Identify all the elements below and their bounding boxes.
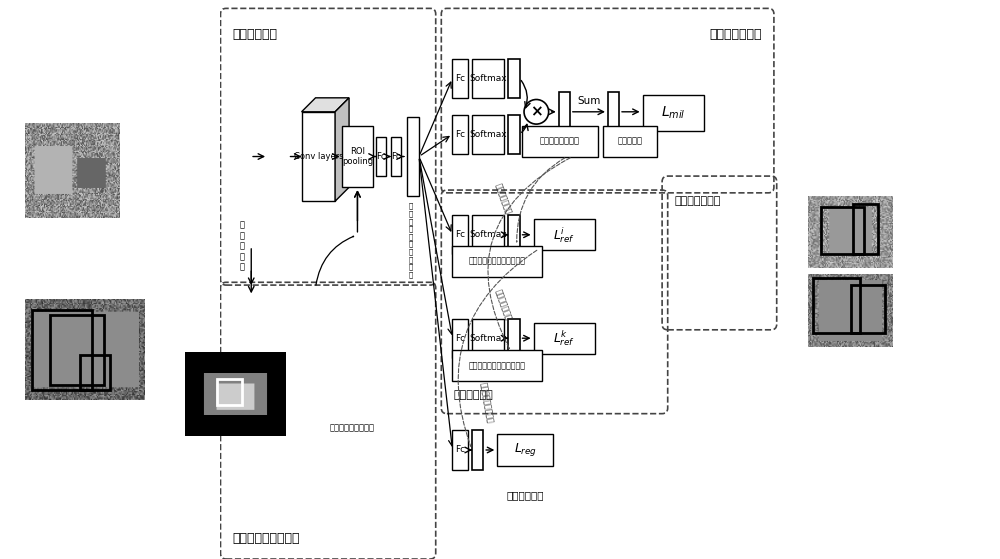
Bar bbox=[80, 355, 110, 390]
Text: $L_{reg}$: $L_{reg}$ bbox=[514, 442, 537, 458]
FancyBboxPatch shape bbox=[497, 434, 553, 466]
Text: Softmax: Softmax bbox=[469, 74, 507, 83]
Text: 弱监督语义分割结果: 弱监督语义分割结果 bbox=[329, 423, 374, 432]
Bar bbox=[851, 286, 885, 333]
FancyBboxPatch shape bbox=[472, 430, 483, 470]
Text: $L^{k}_{ref}$: $L^{k}_{ref}$ bbox=[553, 329, 575, 348]
FancyBboxPatch shape bbox=[472, 115, 504, 154]
Text: 生成伪真值监督: 生成伪真值监督 bbox=[493, 182, 513, 215]
Polygon shape bbox=[302, 98, 349, 112]
FancyBboxPatch shape bbox=[407, 117, 419, 196]
Bar bbox=[853, 203, 878, 254]
FancyBboxPatch shape bbox=[534, 323, 595, 354]
Text: ×: × bbox=[530, 105, 543, 119]
FancyBboxPatch shape bbox=[342, 126, 373, 187]
Text: Fc: Fc bbox=[455, 74, 465, 83]
Text: 选
择
初
始
的
目
标
候
选
框: 选 择 初 始 的 目 标 候 选 框 bbox=[408, 203, 413, 278]
FancyBboxPatch shape bbox=[452, 319, 468, 358]
FancyBboxPatch shape bbox=[508, 59, 520, 98]
Text: Softmax: Softmax bbox=[469, 130, 507, 139]
FancyBboxPatch shape bbox=[472, 319, 504, 358]
FancyBboxPatch shape bbox=[452, 115, 468, 154]
FancyBboxPatch shape bbox=[508, 215, 520, 254]
Text: Softmax: Softmax bbox=[469, 334, 507, 343]
Text: $L_{mil}$: $L_{mil}$ bbox=[661, 105, 686, 121]
Text: 筛选目标候选框模块: 筛选目标候选框模块 bbox=[233, 532, 300, 545]
Text: 边框回归分支: 边框回归分支 bbox=[506, 490, 544, 500]
Circle shape bbox=[524, 100, 549, 124]
Text: Fc: Fc bbox=[455, 130, 465, 139]
Text: 目标框回归预测更新: 目标框回归预测更新 bbox=[478, 381, 494, 424]
Text: 示例优化分支: 示例优化分支 bbox=[454, 390, 493, 400]
FancyBboxPatch shape bbox=[643, 95, 704, 131]
FancyBboxPatch shape bbox=[376, 137, 386, 176]
FancyBboxPatch shape bbox=[452, 350, 542, 381]
Bar bbox=[32, 310, 92, 390]
Text: Sum: Sum bbox=[578, 96, 601, 106]
FancyBboxPatch shape bbox=[508, 319, 520, 358]
Text: $L^{i}_{ref}$: $L^{i}_{ref}$ bbox=[553, 225, 575, 244]
Text: 优化分支目标候选框可信度: 优化分支目标候选框可信度 bbox=[469, 361, 526, 371]
FancyBboxPatch shape bbox=[452, 246, 542, 277]
FancyArrowPatch shape bbox=[488, 158, 570, 349]
FancyBboxPatch shape bbox=[391, 137, 401, 176]
Text: 多示例检测分支: 多示例检测分支 bbox=[709, 28, 762, 41]
Text: Fc: Fc bbox=[455, 230, 465, 239]
Text: ROI
pooling: ROI pooling bbox=[342, 147, 373, 166]
FancyBboxPatch shape bbox=[452, 430, 468, 470]
Text: Fc: Fc bbox=[376, 152, 386, 161]
Polygon shape bbox=[302, 112, 335, 201]
Text: Conv layers: Conv layers bbox=[294, 152, 343, 161]
Bar bbox=[821, 207, 864, 254]
FancyBboxPatch shape bbox=[559, 92, 570, 131]
FancyBboxPatch shape bbox=[452, 215, 468, 254]
Text: Fc: Fc bbox=[455, 334, 465, 343]
Bar bbox=[813, 278, 860, 333]
FancyBboxPatch shape bbox=[472, 215, 504, 254]
Text: Softmax: Softmax bbox=[469, 230, 507, 239]
FancyArrowPatch shape bbox=[458, 250, 537, 446]
FancyBboxPatch shape bbox=[522, 126, 598, 157]
FancyBboxPatch shape bbox=[472, 59, 504, 98]
Bar bbox=[50, 315, 104, 385]
Text: Fc: Fc bbox=[455, 446, 465, 454]
Text: 候
选
框
生
成: 候 选 框 生 成 bbox=[239, 221, 244, 271]
Text: 生成伪真值监督: 生成伪真值监督 bbox=[493, 288, 513, 321]
Bar bbox=[217, 379, 242, 405]
FancyBboxPatch shape bbox=[534, 219, 595, 250]
FancyArrowPatch shape bbox=[516, 158, 565, 242]
FancyArrowPatch shape bbox=[316, 236, 354, 285]
FancyBboxPatch shape bbox=[603, 126, 657, 157]
FancyBboxPatch shape bbox=[608, 92, 619, 131]
FancyBboxPatch shape bbox=[452, 59, 468, 98]
Text: 优化分支目标候选框可信度: 优化分支目标候选框可信度 bbox=[469, 257, 526, 266]
Text: 特征提取模块: 特征提取模块 bbox=[233, 28, 278, 41]
Text: 最优目标框更新: 最优目标框更新 bbox=[674, 196, 721, 206]
FancyBboxPatch shape bbox=[508, 115, 520, 154]
Text: 目标候选框可信度: 目标候选框可信度 bbox=[540, 136, 580, 146]
Text: 预测可信度: 预测可信度 bbox=[617, 136, 642, 146]
Text: Fc: Fc bbox=[391, 152, 401, 161]
Polygon shape bbox=[335, 98, 349, 201]
